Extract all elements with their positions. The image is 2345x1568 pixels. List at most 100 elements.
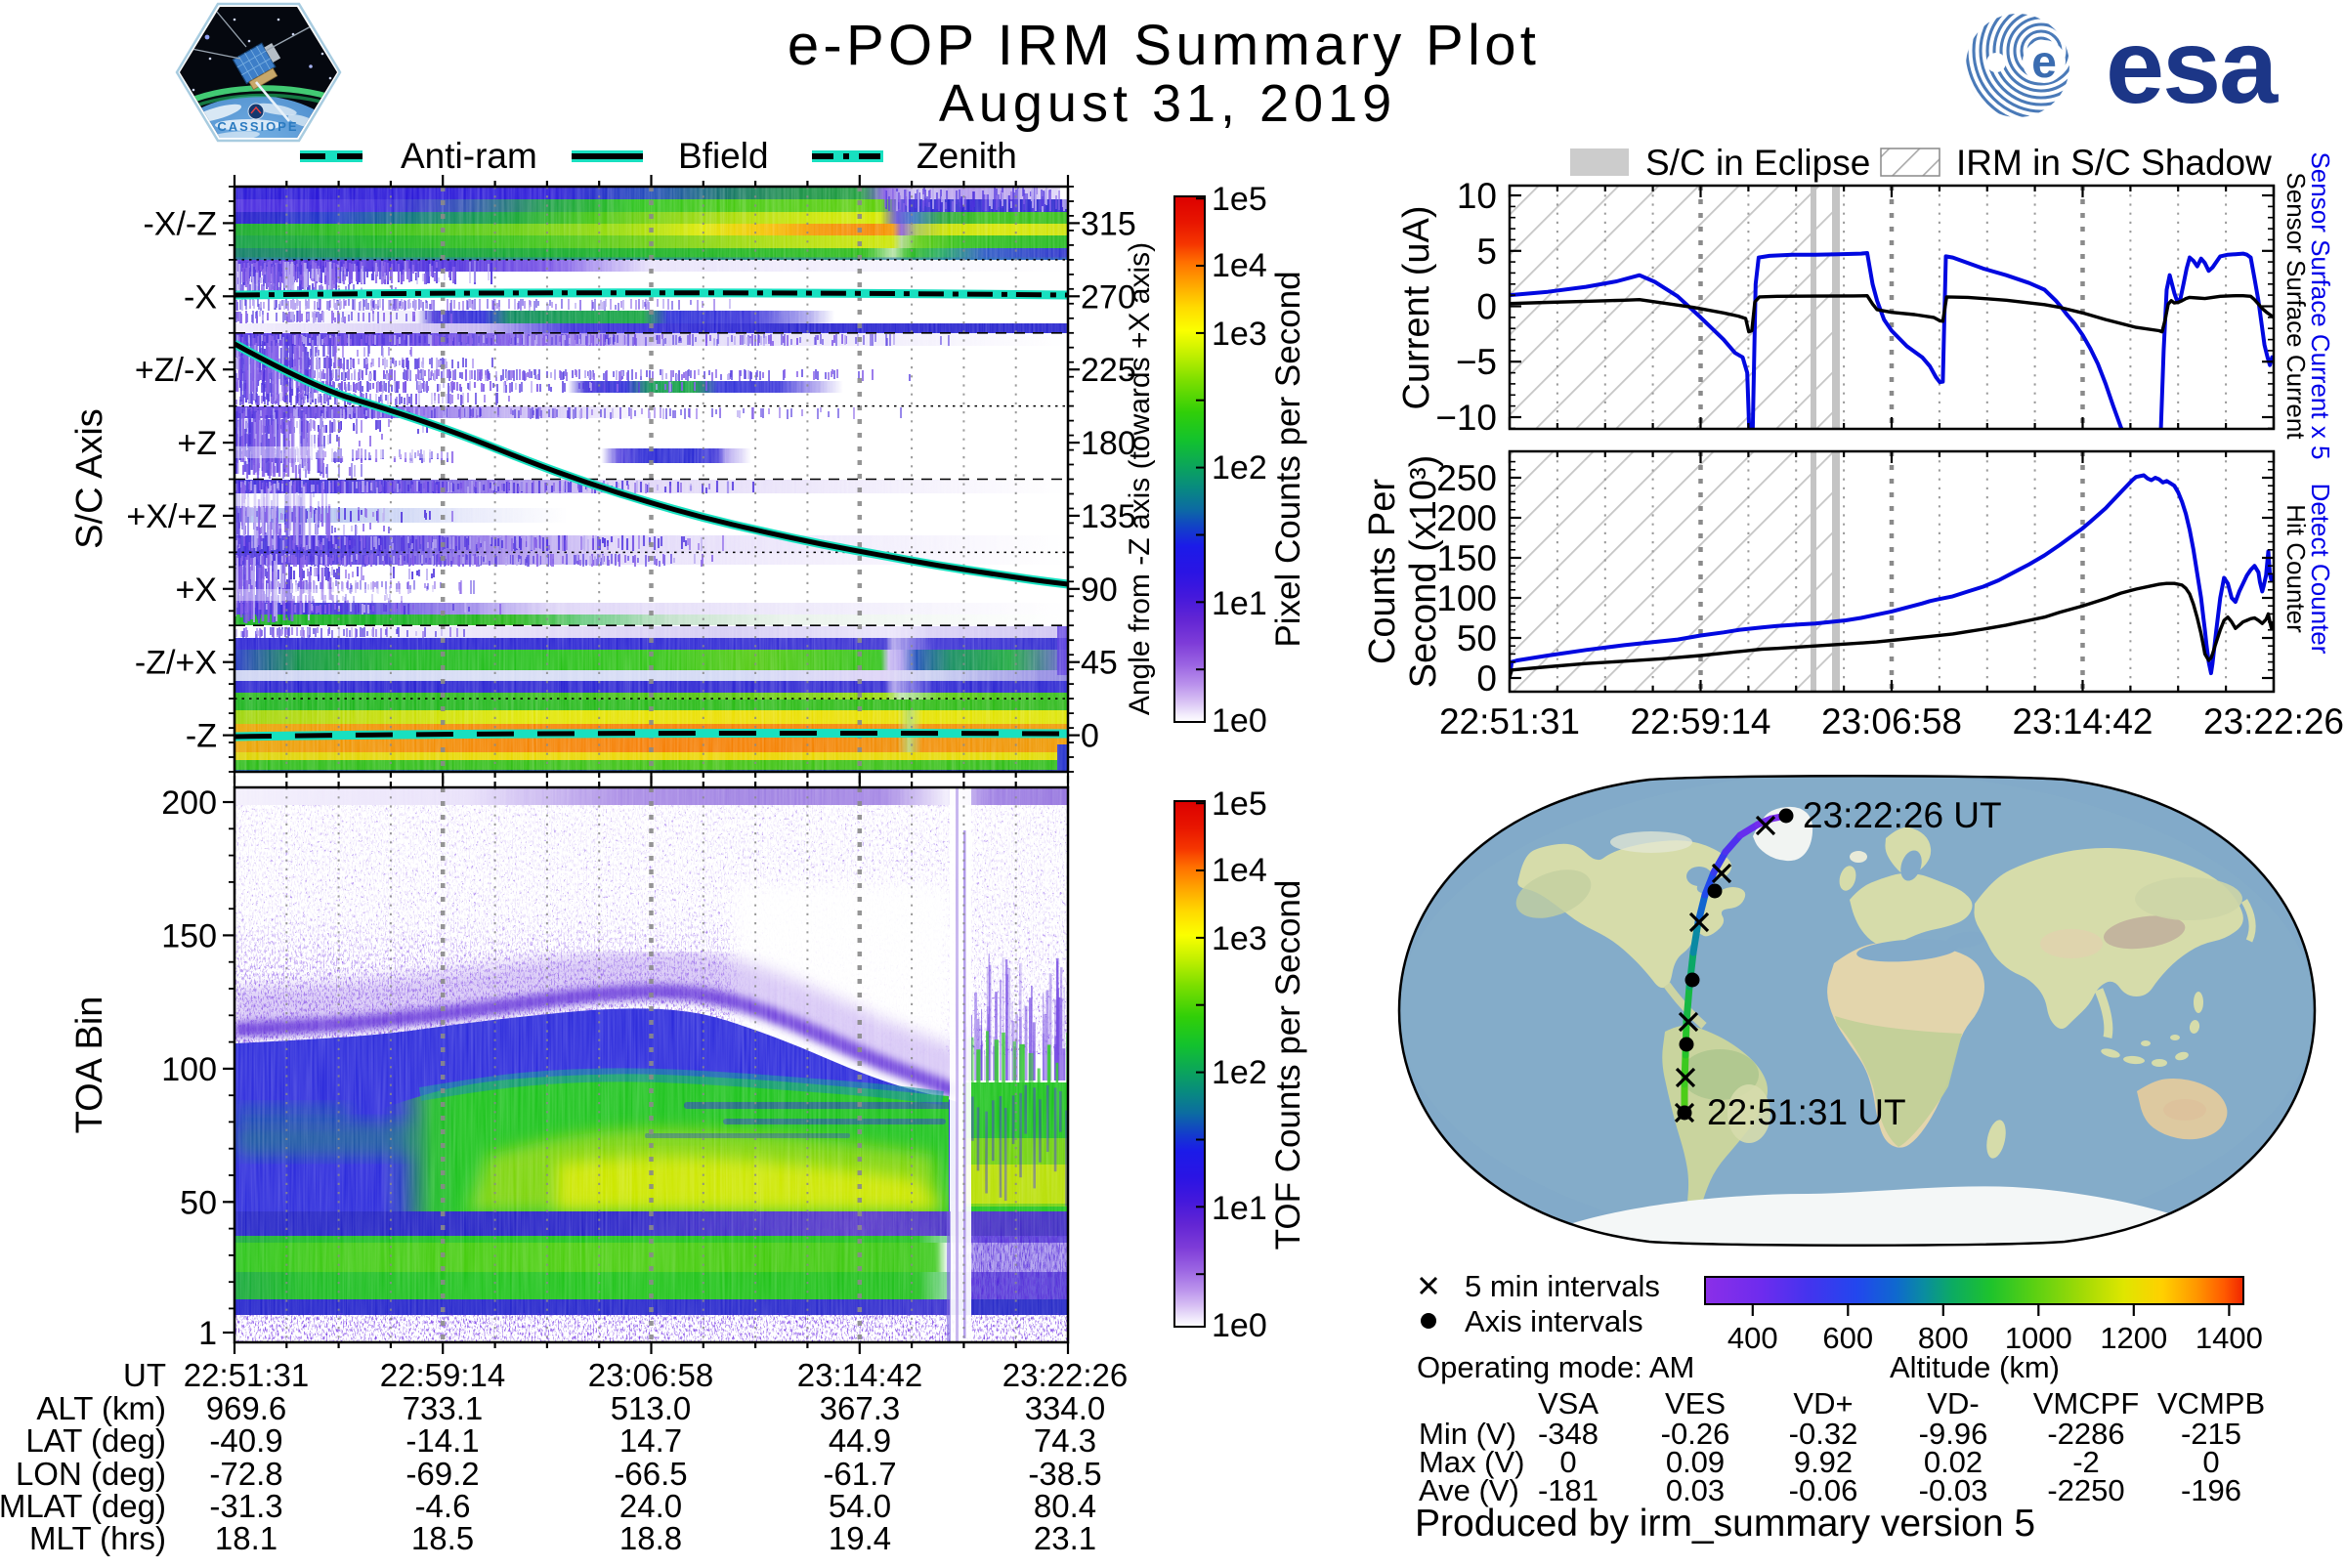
svg-text:50: 50 bbox=[1457, 618, 1497, 658]
svg-text:0: 0 bbox=[1476, 287, 1497, 327]
svg-text:1e1: 1e1 bbox=[1212, 585, 1267, 622]
svg-text:44.9: 44.9 bbox=[829, 1422, 891, 1459]
svg-text:180: 180 bbox=[1081, 425, 1136, 462]
svg-text:5 min intervals: 5 min intervals bbox=[1465, 1269, 1660, 1303]
svg-text:-0.32: -0.32 bbox=[1789, 1417, 1858, 1451]
svg-text:24.0: 24.0 bbox=[619, 1488, 682, 1524]
svg-text:0.09: 0.09 bbox=[1666, 1445, 1725, 1479]
svg-text:-196: -196 bbox=[2181, 1473, 2241, 1507]
svg-text:50: 50 bbox=[180, 1184, 217, 1221]
svg-text:0: 0 bbox=[1081, 718, 1099, 755]
svg-text:23:14:42: 23:14:42 bbox=[2012, 701, 2153, 742]
svg-text:e: e bbox=[2031, 36, 2057, 87]
svg-text:14.7: 14.7 bbox=[619, 1422, 682, 1459]
svg-text:-2250: -2250 bbox=[2047, 1473, 2124, 1507]
svg-text:Bfield: Bfield bbox=[678, 136, 769, 176]
svg-text:150: 150 bbox=[1436, 538, 1497, 578]
svg-text:100: 100 bbox=[161, 1051, 217, 1088]
svg-text:Counts Per: Counts Per bbox=[1362, 479, 1403, 664]
svg-text:1e5: 1e5 bbox=[1212, 181, 1267, 218]
svg-text:800: 800 bbox=[1918, 1321, 1969, 1355]
svg-text:e-POP IRM Summary Plot: e-POP IRM Summary Plot bbox=[788, 14, 1540, 77]
svg-text:90: 90 bbox=[1081, 572, 1118, 609]
svg-text:367.3: 367.3 bbox=[820, 1390, 901, 1426]
svg-text:LON (deg): LON (deg) bbox=[16, 1456, 166, 1492]
svg-text:1e0: 1e0 bbox=[1212, 1307, 1267, 1344]
svg-text:-9.96: -9.96 bbox=[1919, 1417, 1988, 1451]
svg-text:August 31, 2019: August 31, 2019 bbox=[939, 74, 1396, 133]
svg-text:23.1: 23.1 bbox=[1034, 1520, 1096, 1556]
svg-text:23:22:26: 23:22:26 bbox=[2203, 701, 2344, 742]
svg-text:-215: -215 bbox=[2181, 1417, 2241, 1451]
svg-text:23:14:42: 23:14:42 bbox=[797, 1357, 922, 1393]
svg-text:Operating mode: AM: Operating mode: AM bbox=[1417, 1350, 1694, 1384]
svg-text:+X: +X bbox=[175, 572, 217, 609]
svg-text:-X: -X bbox=[184, 278, 217, 316]
svg-text:Angle from -Z axis (towards +X: Angle from -Z axis (towards +X axis) bbox=[1124, 242, 1156, 715]
svg-text:-Z/+X: -Z/+X bbox=[135, 645, 217, 682]
svg-text:513.0: 513.0 bbox=[611, 1390, 692, 1426]
svg-text:-2286: -2286 bbox=[2047, 1417, 2124, 1451]
svg-text:VCMPB: VCMPB bbox=[2157, 1386, 2265, 1420]
svg-text:5: 5 bbox=[1476, 232, 1497, 272]
svg-text:Ave (V): Ave (V) bbox=[1419, 1473, 1519, 1507]
svg-text:100: 100 bbox=[1436, 578, 1497, 618]
svg-text:VSA: VSA bbox=[1538, 1386, 1599, 1420]
svg-text:-38.5: -38.5 bbox=[1028, 1456, 1101, 1492]
svg-text:-0.26: -0.26 bbox=[1661, 1417, 1730, 1451]
svg-text:-0.06: -0.06 bbox=[1789, 1473, 1858, 1507]
svg-text:-181: -181 bbox=[1538, 1473, 1599, 1507]
svg-text:Min (V): Min (V) bbox=[1419, 1417, 1516, 1451]
svg-text:+Z: +Z bbox=[177, 425, 217, 462]
svg-text:Hit Counter: Hit Counter bbox=[2281, 504, 2311, 633]
svg-text:334.0: 334.0 bbox=[1025, 1390, 1106, 1426]
svg-text:TOA Bin: TOA Bin bbox=[69, 996, 110, 1134]
svg-text:+X/+Z: +X/+Z bbox=[126, 498, 217, 535]
svg-text:VD-: VD- bbox=[1927, 1386, 1979, 1420]
svg-text:18.1: 18.1 bbox=[215, 1520, 277, 1556]
svg-text:9.92: 9.92 bbox=[1794, 1445, 1853, 1479]
svg-text:1000: 1000 bbox=[2005, 1321, 2072, 1355]
svg-text:−5: −5 bbox=[1456, 342, 1497, 382]
svg-text:-66.5: -66.5 bbox=[614, 1456, 687, 1492]
svg-text:S/C in Eclipse: S/C in Eclipse bbox=[1645, 143, 1870, 183]
svg-text:22:51:31 UT: 22:51:31 UT bbox=[1707, 1092, 1906, 1132]
svg-text:Axis intervals: Axis intervals bbox=[1465, 1304, 1643, 1338]
svg-text:80.4: 80.4 bbox=[1034, 1488, 1096, 1524]
svg-text:-72.8: -72.8 bbox=[209, 1456, 282, 1492]
svg-text:23:22:26 UT: 23:22:26 UT bbox=[1803, 795, 2002, 835]
svg-text:200: 200 bbox=[161, 784, 217, 822]
svg-text:0: 0 bbox=[2202, 1445, 2219, 1479]
svg-text:UT: UT bbox=[123, 1357, 166, 1393]
svg-text:22:59:14: 22:59:14 bbox=[1630, 701, 1770, 742]
svg-text:23:06:58: 23:06:58 bbox=[588, 1357, 713, 1393]
svg-text:23:06:58: 23:06:58 bbox=[1821, 701, 1962, 742]
svg-text:VES: VES bbox=[1665, 1386, 1726, 1420]
svg-text:Anti-ram: Anti-ram bbox=[401, 136, 537, 176]
svg-text:S/C Axis: S/C Axis bbox=[69, 408, 110, 549]
svg-text:Detect Counter: Detect Counter bbox=[2306, 484, 2335, 655]
svg-text:MLT (hrs): MLT (hrs) bbox=[29, 1520, 166, 1556]
svg-text:CASSIOPE: CASSIOPE bbox=[217, 119, 298, 134]
svg-text:TOF Counts per Second: TOF Counts per Second bbox=[1269, 880, 1307, 1250]
svg-text:esa: esa bbox=[2106, 7, 2279, 125]
svg-text:600: 600 bbox=[1822, 1321, 1873, 1355]
svg-text:LAT (deg): LAT (deg) bbox=[25, 1422, 166, 1459]
svg-text:250: 250 bbox=[1436, 458, 1497, 498]
svg-text:Current (uA): Current (uA) bbox=[1396, 205, 1437, 409]
svg-text:VMCPF: VMCPF bbox=[2033, 1386, 2140, 1420]
svg-text:1e2: 1e2 bbox=[1212, 449, 1267, 487]
svg-text:1e5: 1e5 bbox=[1212, 785, 1267, 823]
svg-text:74.3: 74.3 bbox=[1034, 1422, 1096, 1459]
svg-text:315: 315 bbox=[1081, 205, 1136, 242]
svg-text:-0.03: -0.03 bbox=[1919, 1473, 1988, 1507]
svg-text:1e2: 1e2 bbox=[1212, 1054, 1267, 1091]
svg-text:1e4: 1e4 bbox=[1212, 852, 1267, 889]
svg-text:MLAT (deg): MLAT (deg) bbox=[0, 1488, 166, 1524]
svg-text:225: 225 bbox=[1081, 352, 1136, 389]
svg-text:+Z/-X: +Z/-X bbox=[135, 352, 217, 389]
svg-text:-31.3: -31.3 bbox=[209, 1488, 282, 1524]
svg-text:18.8: 18.8 bbox=[619, 1520, 682, 1556]
svg-text:150: 150 bbox=[161, 917, 217, 954]
svg-text:400: 400 bbox=[1727, 1321, 1778, 1355]
